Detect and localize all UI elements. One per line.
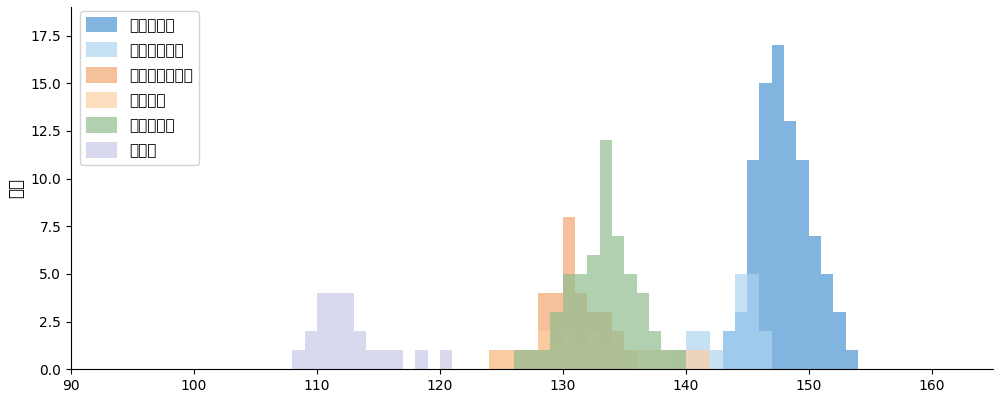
Bar [673,350,686,369]
Bar [550,350,563,369]
Bar [526,350,538,369]
Bar [501,350,514,369]
Bar [317,293,329,369]
Bar [587,331,600,369]
Legend: ストレート, カットボール, チェンジアップ, シンカー, スライダー, カーブ: ストレート, カットボール, チェンジアップ, シンカー, スライダー, カーブ [80,10,199,164]
Bar [378,350,391,369]
Bar [624,350,637,369]
Bar [415,350,428,369]
Bar [759,83,772,369]
Bar [538,331,550,369]
Bar [673,350,686,369]
Bar [723,331,735,369]
Bar [587,312,600,369]
Bar [747,274,759,369]
Bar [661,350,673,369]
Bar [501,350,514,369]
Bar [723,331,735,369]
Bar [809,236,821,369]
Bar [587,255,600,369]
Bar [784,121,796,369]
Bar [747,160,759,369]
Bar [735,274,747,369]
Bar [673,350,686,369]
Bar [526,350,538,369]
Bar [563,331,575,369]
Bar [624,274,637,369]
Bar [600,350,612,369]
Bar [612,331,624,369]
Bar [292,350,305,369]
Bar [661,350,673,369]
Bar [514,350,526,369]
Bar [686,331,698,369]
Bar [366,350,378,369]
Bar [514,350,526,369]
Bar [575,274,587,369]
Bar [563,217,575,369]
Bar [538,293,550,369]
Bar [637,293,649,369]
Bar [600,140,612,369]
Bar [612,331,624,369]
Bar [550,312,563,369]
Bar [550,293,563,369]
Bar [489,350,501,369]
Bar [305,331,317,369]
Y-axis label: 球数: 球数 [7,178,25,198]
Bar [649,350,661,369]
Bar [821,274,833,369]
Bar [796,160,809,369]
Bar [538,350,550,369]
Bar [833,312,846,369]
Bar [489,350,501,369]
Bar [391,350,403,369]
Bar [563,274,575,369]
Bar [698,331,710,369]
Bar [686,350,698,369]
Bar [649,331,661,369]
Bar [575,350,587,369]
Bar [341,293,354,369]
Bar [698,350,710,369]
Bar [637,350,649,369]
Bar [772,45,784,369]
Bar [710,350,723,369]
Bar [354,331,366,369]
Bar [514,350,526,369]
Bar [612,236,624,369]
Bar [600,312,612,369]
Bar [440,350,452,369]
Bar [846,350,858,369]
Bar [329,293,341,369]
Bar [526,350,538,369]
Bar [575,293,587,369]
Bar [735,312,747,369]
Bar [624,350,637,369]
Bar [759,331,772,369]
